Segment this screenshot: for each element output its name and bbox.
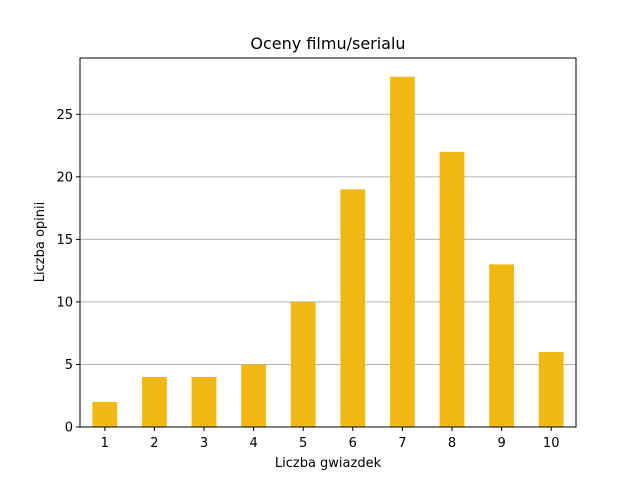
bar — [92, 401, 118, 427]
x-tick-label: 7 — [398, 436, 406, 451]
bar — [390, 76, 415, 428]
y-tick-label: 5 — [65, 358, 73, 373]
y-axis-ticks: 0 5 10 15 20 25 — [56, 108, 80, 436]
y-axis-label: Liczba opinii — [33, 202, 48, 282]
bar — [489, 264, 514, 427]
y-tick-label: 15 — [56, 233, 73, 248]
bar — [191, 376, 217, 427]
bars — [92, 76, 564, 428]
bar — [241, 364, 266, 427]
bar — [439, 151, 465, 428]
chart-title: Oceny filmu/serialu — [250, 34, 405, 53]
bar — [538, 351, 564, 427]
x-tick-label: 10 — [543, 436, 560, 451]
y-tick-label: 0 — [65, 421, 73, 436]
y-tick-label: 10 — [56, 295, 73, 310]
y-tick-label: 20 — [56, 170, 73, 185]
x-tick-label: 6 — [349, 436, 357, 451]
x-tick-label: 1 — [101, 436, 109, 451]
x-tick-label: 4 — [249, 436, 257, 451]
x-tick-label: 8 — [448, 436, 456, 451]
x-tick-label: 5 — [299, 436, 307, 451]
x-axis-ticks: 1 2 3 4 5 6 7 8 9 10 — [101, 427, 560, 451]
bar — [290, 301, 316, 427]
plot-frame — [79, 57, 577, 428]
y-tick-label: 25 — [56, 108, 73, 123]
bar — [142, 376, 167, 427]
x-axis-label: Liczba gwiazdek — [275, 456, 382, 471]
x-tick-label: 2 — [150, 436, 158, 451]
x-tick-label: 9 — [497, 436, 505, 451]
x-tick-label: 3 — [200, 436, 208, 451]
bar — [340, 189, 366, 427]
